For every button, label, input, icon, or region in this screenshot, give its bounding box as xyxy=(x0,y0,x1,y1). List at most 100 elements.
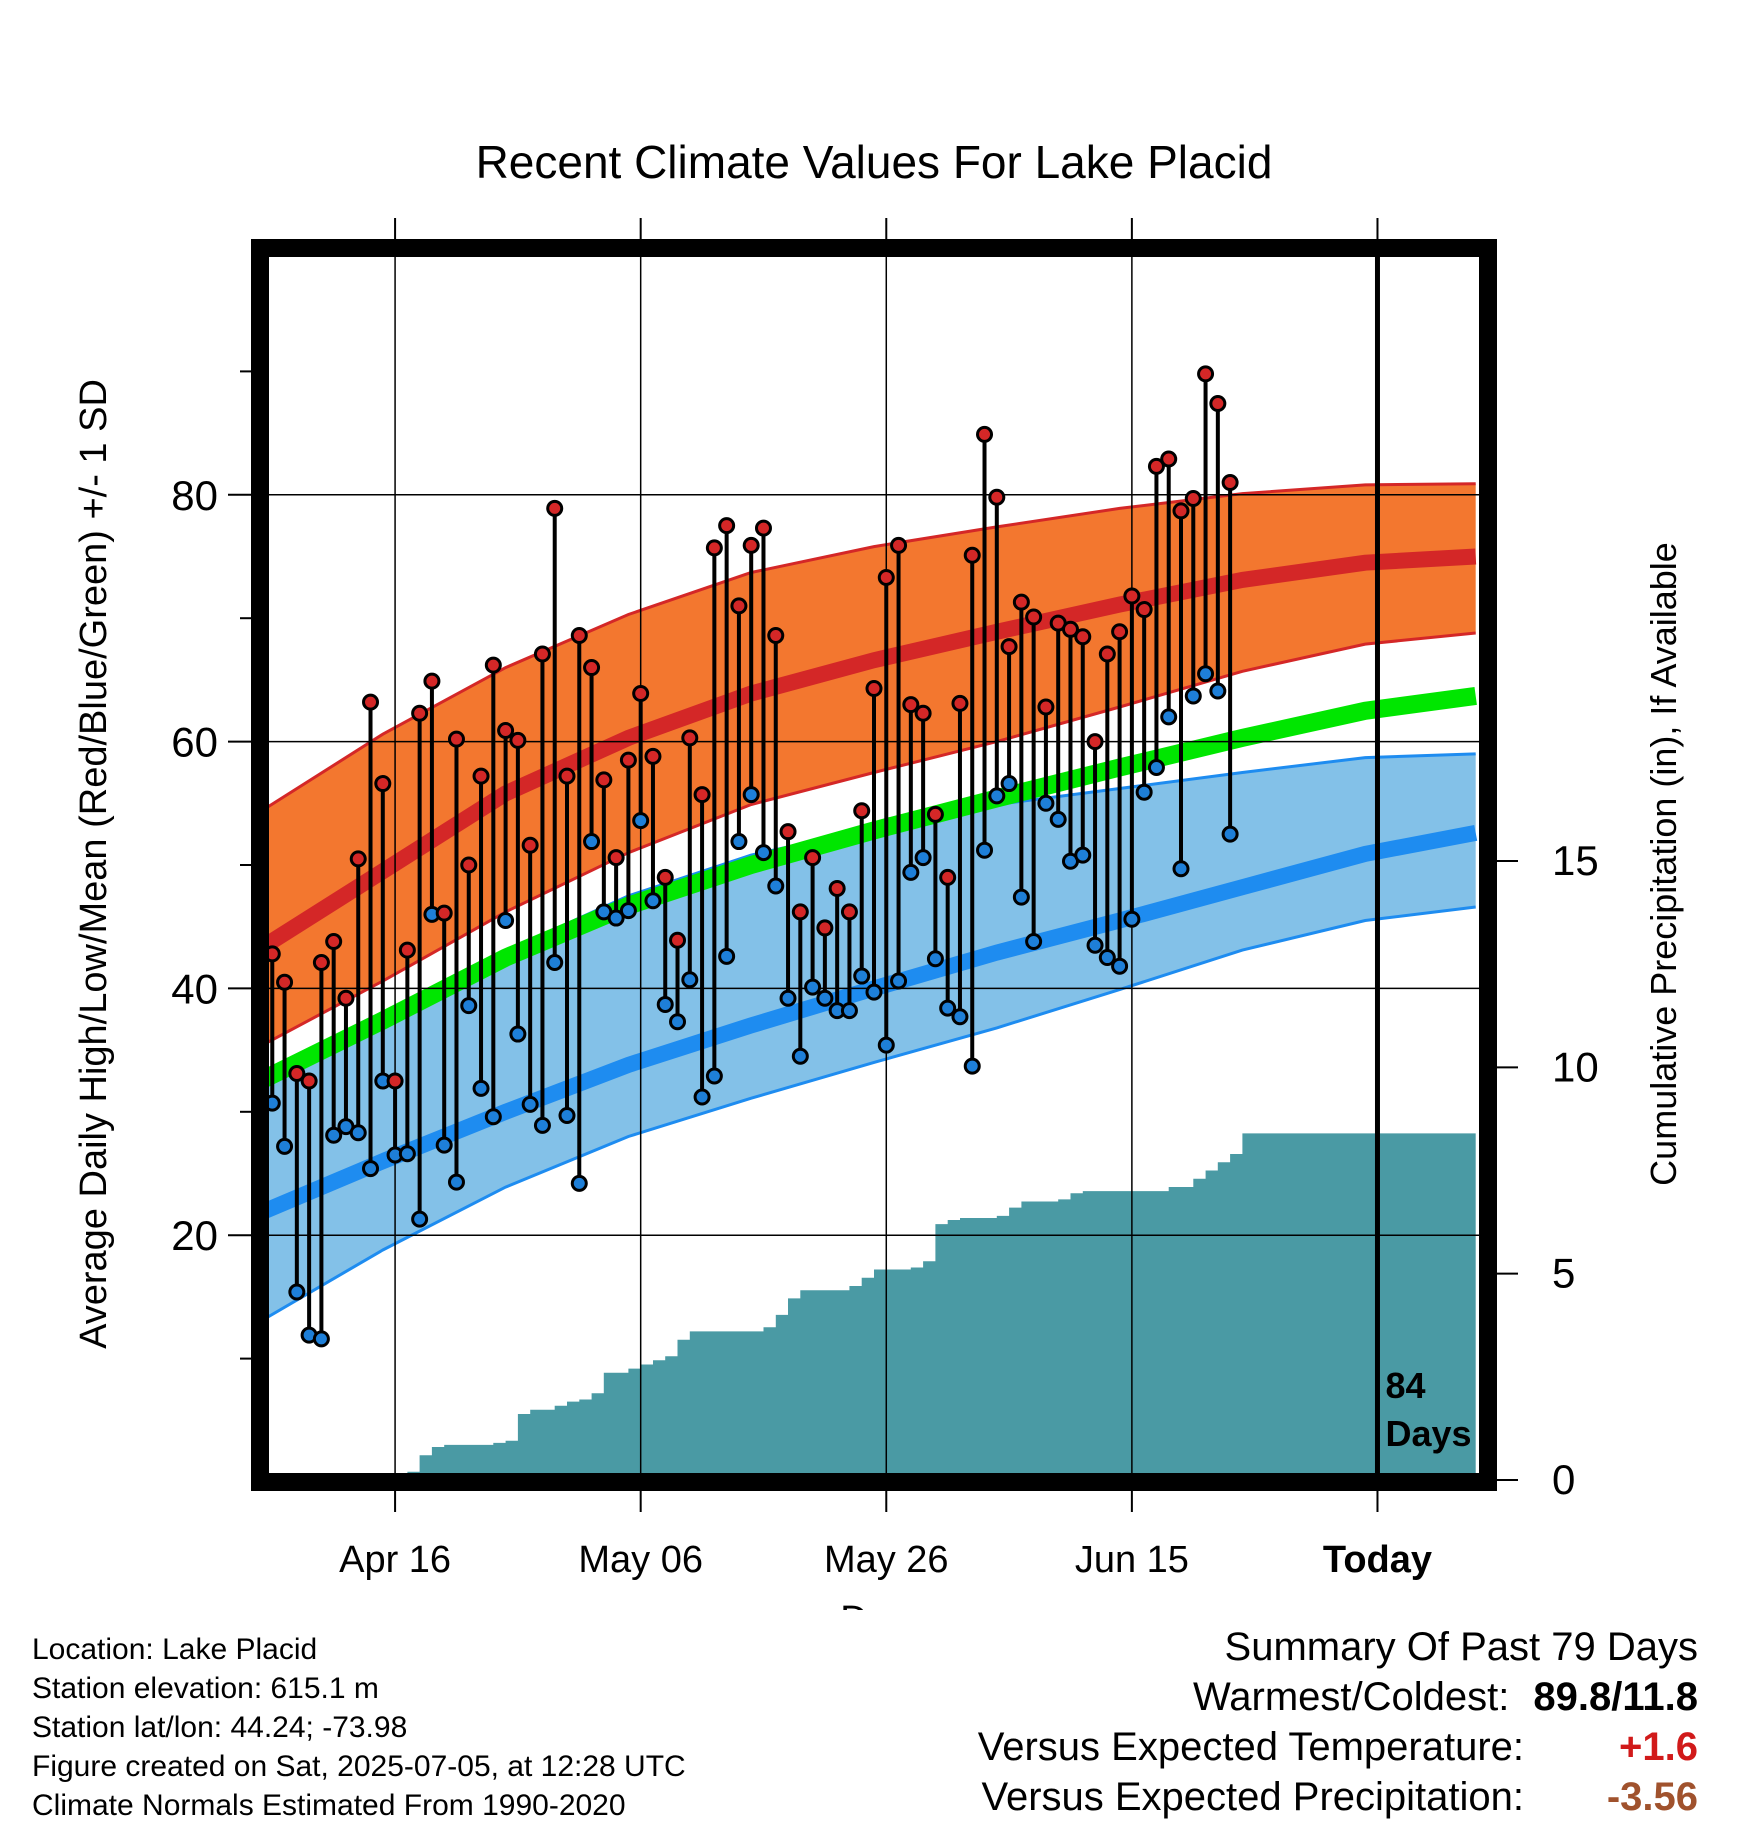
obs-low-point xyxy=(1221,825,1239,843)
obs-low-point xyxy=(472,1079,490,1097)
obs-low-point xyxy=(398,1145,416,1163)
obs-low-point xyxy=(607,909,625,927)
obs-low-point xyxy=(914,849,932,867)
x-axis-label: Day xyxy=(840,1599,908,1610)
obs-high-point xyxy=(890,536,908,554)
obs-high-point xyxy=(1160,450,1178,468)
obs-high-point xyxy=(669,931,687,949)
obs-high-point xyxy=(988,488,1006,506)
obs-low-point xyxy=(1111,957,1129,975)
y2-tick-label: 10 xyxy=(1552,1043,1599,1090)
obs-high-point xyxy=(828,879,846,897)
y2-tick-label: 5 xyxy=(1552,1250,1575,1297)
obs-high-point xyxy=(619,751,637,769)
obs-low-point xyxy=(632,812,650,830)
obs-low-point xyxy=(816,989,834,1007)
obs-low-point xyxy=(325,1126,343,1144)
high-normal-line xyxy=(260,548,1477,956)
y-tick-label: 60 xyxy=(171,719,218,766)
obs-high-point xyxy=(472,767,490,785)
location-text: Location: Lake Placid xyxy=(32,1633,318,1666)
obs-low-point xyxy=(939,999,957,1017)
obs-high-point xyxy=(447,730,465,748)
y-axis-label: Average Daily High/Low/Mean (Red/Blue/Gr… xyxy=(73,379,115,1349)
obs-high-point xyxy=(791,903,809,921)
obs-high-point xyxy=(1037,698,1055,716)
obs-high-point xyxy=(1061,620,1079,638)
obs-high-point xyxy=(1123,587,1141,605)
obs-high-point xyxy=(497,721,515,739)
summary-panel: Summary Of Past 79 Days Warmest/Coldest:… xyxy=(978,1622,1698,1822)
obs-high-point xyxy=(754,519,772,537)
obs-low-point xyxy=(619,902,637,920)
obs-low-point xyxy=(1037,794,1055,812)
obs-high-point xyxy=(533,645,551,663)
obs-high-point xyxy=(853,802,871,820)
obs-high-point xyxy=(865,680,883,698)
obs-low-point xyxy=(533,1116,551,1134)
obs-low-point xyxy=(1086,936,1104,954)
obs-low-point xyxy=(705,1067,723,1085)
obs-low-point xyxy=(411,1210,429,1228)
obs-high-point xyxy=(570,626,588,644)
created-text: Figure created on Sat, 2025-07-05, at 12… xyxy=(32,1750,686,1783)
obs-high-point xyxy=(1111,623,1129,641)
obs-high-point xyxy=(1098,645,1116,663)
today-days-number: 84 xyxy=(1385,1365,1425,1406)
obs-high-point xyxy=(1172,502,1190,520)
precip-deviation-value: -3.56 xyxy=(1606,1775,1698,1819)
obs-high-point xyxy=(926,805,944,823)
x-tick-label: Apr 16 xyxy=(339,1539,451,1581)
station-info: Location: Lake Placid Station elevation:… xyxy=(32,1630,686,1825)
obs-low-point xyxy=(1074,846,1092,864)
obs-high-point xyxy=(276,973,294,991)
obs-high-point xyxy=(398,941,416,959)
obs-low-point xyxy=(730,833,748,851)
obs-high-point xyxy=(1012,593,1030,611)
obs-high-point xyxy=(840,903,858,921)
obs-high-point xyxy=(693,786,711,804)
obs-low-point xyxy=(1049,810,1067,828)
chart-title: Recent Climate Values For Lake Placid xyxy=(476,136,1273,188)
high-sd-upper-line xyxy=(260,482,1476,814)
y-tick-label: 80 xyxy=(171,472,218,519)
obs-high-point xyxy=(411,704,429,722)
obs-low-point xyxy=(902,863,920,881)
obs-low-point xyxy=(656,995,674,1013)
obs-low-point xyxy=(509,1025,527,1043)
warmest-coldest-row: Warmest/Coldest: 89.8/11.8 xyxy=(978,1672,1698,1722)
obs-low-point xyxy=(497,912,515,930)
y2-tick-label: 15 xyxy=(1552,837,1599,884)
obs-high-point xyxy=(509,731,527,749)
obs-high-point xyxy=(325,933,343,951)
obs-low-point xyxy=(890,972,908,990)
obs-low-point xyxy=(767,877,785,895)
y2-axis-label: Cumulative Precipitation (in), If Availa… xyxy=(1643,542,1684,1186)
obs-low-point xyxy=(435,1136,453,1154)
high-sd-band xyxy=(260,483,1476,1047)
obs-low-point xyxy=(521,1095,539,1113)
obs-low-point xyxy=(926,950,944,968)
obs-high-point xyxy=(1025,608,1043,626)
precip-deviation-row: Versus Expected Precipitation: -3.56 xyxy=(978,1772,1698,1822)
obs-high-point xyxy=(976,425,994,443)
obs-low-point xyxy=(951,1008,969,1026)
obs-low-point xyxy=(804,978,822,996)
obs-high-point xyxy=(1147,457,1165,475)
temp-deviation-value: +1.6 xyxy=(1619,1725,1698,1769)
obs-low-point xyxy=(460,997,478,1015)
obs-low-point xyxy=(1123,910,1141,928)
y2-tick-label: 0 xyxy=(1552,1456,1575,1503)
obs-high-point xyxy=(362,693,380,711)
precip-deviation-label: Versus Expected Precipitation: xyxy=(981,1775,1524,1819)
obs-high-point xyxy=(681,729,699,747)
x-tick-label: Today xyxy=(1323,1539,1432,1581)
obs-high-point xyxy=(1184,490,1202,508)
x-tick-label: Jun 15 xyxy=(1075,1539,1189,1581)
obs-low-point xyxy=(1197,665,1215,683)
obs-high-point xyxy=(767,626,785,644)
obs-high-point xyxy=(939,868,957,886)
obs-low-point xyxy=(877,1036,895,1054)
obs-high-point xyxy=(1074,628,1092,646)
obs-low-point xyxy=(779,989,797,1007)
